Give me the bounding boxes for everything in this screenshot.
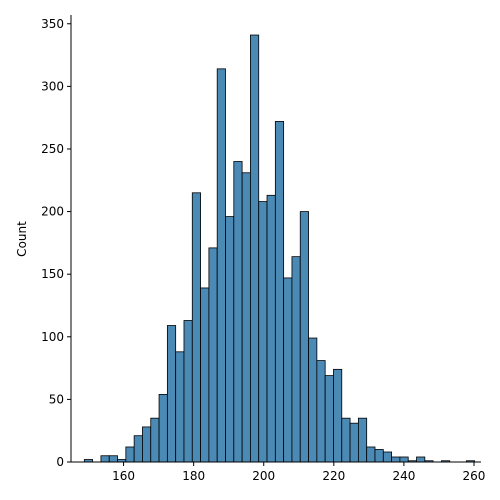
histogram-bar xyxy=(324,375,334,463)
histogram-bar xyxy=(274,121,285,463)
histogram-bar xyxy=(183,320,193,463)
histogram-bar xyxy=(258,201,268,463)
histogram-bar xyxy=(208,247,218,463)
histogram-bars xyxy=(83,34,476,463)
y-axis-title: Count xyxy=(15,221,29,257)
histogram-bar xyxy=(241,172,251,463)
x-tick-label: 180 xyxy=(182,469,205,483)
y-tick-label: 250 xyxy=(41,142,64,156)
histogram-bar xyxy=(391,456,401,463)
histogram-bar xyxy=(108,455,118,463)
x-tick-label: 260 xyxy=(463,469,486,483)
x-axis-ticks: 160 180 200 220 240 260 xyxy=(112,462,485,483)
histogram-bar xyxy=(374,449,384,463)
histogram-bar xyxy=(100,455,110,463)
histogram-bar xyxy=(142,426,152,463)
histogram-bar xyxy=(333,368,343,463)
histogram-bar xyxy=(357,417,368,463)
histogram-bar xyxy=(416,456,426,463)
y-tick-label: 300 xyxy=(41,79,64,93)
histogram-bar xyxy=(133,435,143,463)
x-tick-label: 160 xyxy=(112,469,135,483)
y-tick-label: 350 xyxy=(41,17,64,31)
histogram-bar xyxy=(200,287,210,463)
x-tick-label: 240 xyxy=(392,469,415,483)
histogram-bar xyxy=(250,34,260,463)
y-tick-label: 0 xyxy=(56,455,64,469)
histogram-bar xyxy=(233,161,243,463)
histogram-bar xyxy=(175,351,185,463)
y-tick-label: 150 xyxy=(41,267,64,281)
x-tick-label: 220 xyxy=(322,469,345,483)
histogram-bar xyxy=(299,211,309,463)
y-tick-label: 100 xyxy=(41,330,64,344)
histogram-bar xyxy=(382,451,393,463)
histogram-bar xyxy=(158,393,168,463)
y-axis-ticks: 0 50 100 150 200 250 300 350 xyxy=(41,17,71,469)
histogram-bar xyxy=(399,456,409,463)
x-tick-label: 200 xyxy=(252,469,275,483)
y-tick-label: 50 xyxy=(49,392,64,406)
histogram-bar xyxy=(125,446,135,463)
histogram-bar xyxy=(150,417,160,463)
y-tick-label: 200 xyxy=(41,205,64,219)
histogram-bar xyxy=(166,325,177,463)
histogram-bar xyxy=(225,216,235,463)
histogram-bar xyxy=(308,337,318,463)
histogram-bar xyxy=(216,68,226,463)
histogram-bar xyxy=(316,360,326,463)
histogram-bar xyxy=(349,422,359,463)
histogram-bar xyxy=(291,256,301,463)
histogram-bar xyxy=(283,277,293,463)
histogram-bar xyxy=(366,446,376,463)
histogram-bar xyxy=(266,194,276,463)
histogram-bar xyxy=(341,417,351,463)
histogram-bar xyxy=(191,192,201,463)
